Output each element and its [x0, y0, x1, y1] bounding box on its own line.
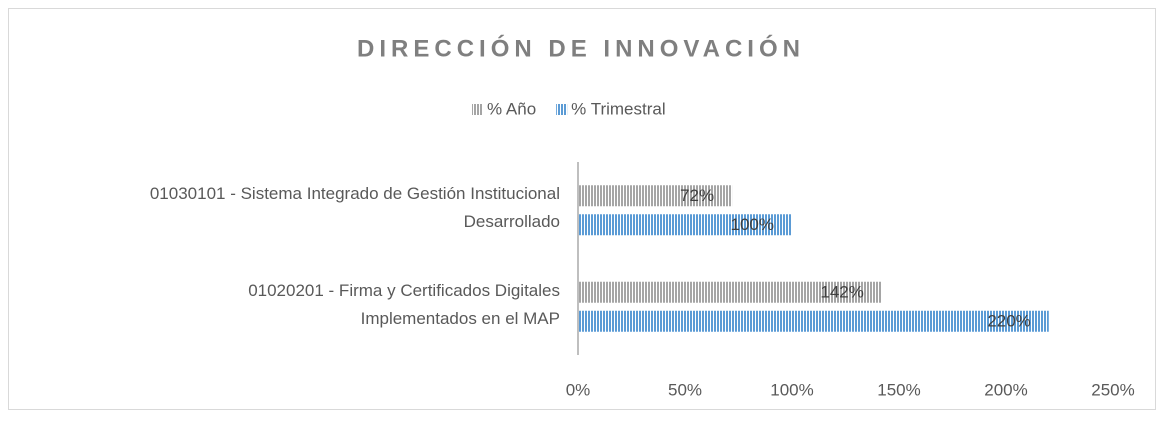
- x-tick-label: 200%: [984, 380, 1027, 399]
- y-tick-label: 01020201 - Firma y Certificados Digitale…: [248, 280, 560, 328]
- category-label-box: 01020201 - Firma y Certificados Digitale…: [248, 280, 560, 328]
- x-tick-label: 100%: [770, 380, 813, 399]
- y-tick-label: 01030101 - Sistema Integrado de Gestión …: [149, 184, 560, 232]
- data-label: 100%: [731, 215, 774, 234]
- bar: [578, 310, 1049, 332]
- legend-swatch: [556, 104, 568, 115]
- category-label-box: 01030101 - Sistema Integrado de Gestión …: [149, 184, 560, 232]
- bar: [578, 281, 882, 303]
- data-label: 142%: [820, 283, 863, 302]
- legend-label: % Año: [487, 99, 536, 118]
- x-tick-label: 150%: [877, 380, 920, 399]
- x-tick-label: 250%: [1091, 380, 1134, 399]
- x-tick-label: 0%: [566, 380, 591, 399]
- bar: [578, 185, 733, 207]
- bar: [578, 214, 792, 236]
- legend-label: % Trimestral: [571, 99, 665, 118]
- x-tick-label: 50%: [668, 380, 702, 399]
- data-label: 220%: [987, 312, 1030, 331]
- legend-swatch: [472, 104, 483, 115]
- chart-title: DIRECCIÓN DE INNOVACIÓN: [357, 34, 805, 62]
- data-label: 72%: [680, 186, 714, 205]
- chart-border: [8, 8, 1156, 410]
